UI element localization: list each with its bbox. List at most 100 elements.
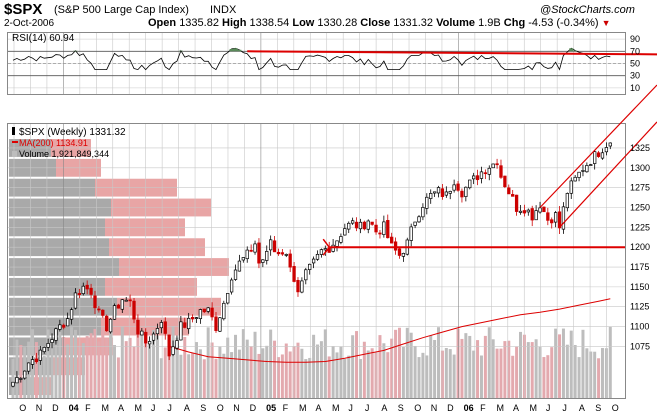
candle-body	[565, 193, 569, 209]
candle-body	[425, 196, 429, 209]
legend-candle-icon	[12, 127, 15, 135]
candle-body	[491, 163, 495, 169]
candle-body	[429, 193, 433, 199]
volume-bar	[276, 357, 280, 398]
close-value: 1331.32	[393, 17, 434, 29]
candle-body	[183, 322, 187, 328]
candle-body	[581, 170, 585, 172]
candle-body	[350, 220, 355, 224]
volume-bar	[600, 348, 604, 398]
ma200-line	[169, 298, 611, 363]
volume-bar	[339, 346, 343, 398]
rsi-tick-label: 30	[630, 71, 640, 81]
month-tick-label: J	[562, 403, 567, 413]
candle-body	[30, 359, 35, 365]
volume-bar	[101, 326, 105, 398]
open-value: 1335.82	[179, 17, 219, 29]
candle-body	[42, 347, 46, 353]
candle-body	[569, 180, 573, 194]
candle-body	[93, 295, 97, 309]
candle-body	[261, 259, 265, 263]
volume-bar	[550, 347, 554, 398]
volume-bar	[394, 329, 398, 398]
candle-body	[409, 226, 413, 241]
candle-body	[331, 244, 335, 252]
volume-bar	[241, 329, 245, 398]
candle-body	[144, 331, 148, 344]
candle-body	[89, 287, 93, 295]
volume-bar	[234, 334, 238, 398]
volume-bar	[214, 358, 218, 398]
volume-bar	[378, 335, 382, 398]
volume-bar	[218, 346, 222, 398]
volume-bar	[362, 341, 366, 398]
volume-bar	[323, 329, 327, 398]
volume-bar	[366, 350, 370, 398]
candle-body	[503, 175, 507, 188]
candle-body	[245, 249, 249, 260]
volume-bar	[163, 347, 167, 398]
volume-bar	[148, 344, 152, 398]
month-tick-label: O	[217, 403, 224, 413]
volume-bar	[351, 335, 355, 398]
candle-body	[362, 221, 366, 230]
volume-bar	[34, 342, 38, 398]
candle-body	[167, 334, 171, 357]
candle-body	[483, 172, 488, 175]
month-tick-label: M	[299, 403, 307, 413]
candle-body	[19, 378, 23, 380]
volume-bar	[593, 351, 597, 398]
volume-bar	[456, 328, 460, 398]
volume-bar	[97, 341, 101, 398]
candle-body	[448, 190, 452, 194]
candle-body	[390, 236, 394, 244]
candle-body	[315, 254, 320, 260]
volume-bar	[585, 348, 589, 398]
volume-bar	[503, 341, 507, 398]
candle-body	[159, 322, 163, 329]
candle-body	[397, 248, 402, 256]
candle-body	[280, 252, 285, 255]
candle-body	[499, 165, 503, 178]
volume-bar	[581, 329, 585, 398]
month-tick-label: A	[513, 403, 519, 413]
volume-bar	[409, 332, 413, 398]
index-name-label: (S&P 500 Large Cap Index)	[54, 4, 189, 16]
candle-body	[495, 163, 499, 166]
volume-bar	[425, 355, 429, 398]
volume-bar	[569, 330, 573, 398]
candle-body	[198, 309, 203, 320]
rsi-overbought-fill	[237, 49, 242, 52]
candle-body	[432, 191, 437, 194]
volume-bar	[105, 338, 109, 398]
volume-bar	[167, 344, 171, 398]
candle-body	[472, 175, 476, 180]
month-tick-label: O	[612, 403, 619, 413]
candle-body	[577, 171, 581, 178]
chg-label: Chg	[503, 17, 526, 29]
candle-body	[97, 308, 101, 311]
candle-body	[382, 221, 386, 235]
candle-body	[319, 249, 324, 255]
candle-body	[124, 299, 128, 302]
candle-body	[311, 258, 316, 264]
volume-bar	[85, 336, 89, 398]
volume-bar	[437, 327, 441, 398]
volume-bar	[81, 343, 85, 398]
volume-value: 1.9B	[478, 17, 501, 29]
volume-bar	[460, 338, 464, 398]
month-tick-label: J	[348, 403, 353, 413]
price-tick-label: 1075	[630, 341, 650, 351]
rsi-overbought-fill	[569, 48, 574, 52]
candle-body	[237, 260, 242, 272]
wedge-upper-line	[539, 84, 657, 208]
month-tick-label: 06	[464, 403, 474, 413]
candle-body	[46, 343, 50, 348]
candle-body	[557, 211, 562, 229]
price-tick-label: 1325	[630, 143, 650, 153]
month-tick-label: M	[134, 403, 142, 413]
candle-body	[456, 183, 460, 191]
candle-body	[284, 254, 288, 256]
